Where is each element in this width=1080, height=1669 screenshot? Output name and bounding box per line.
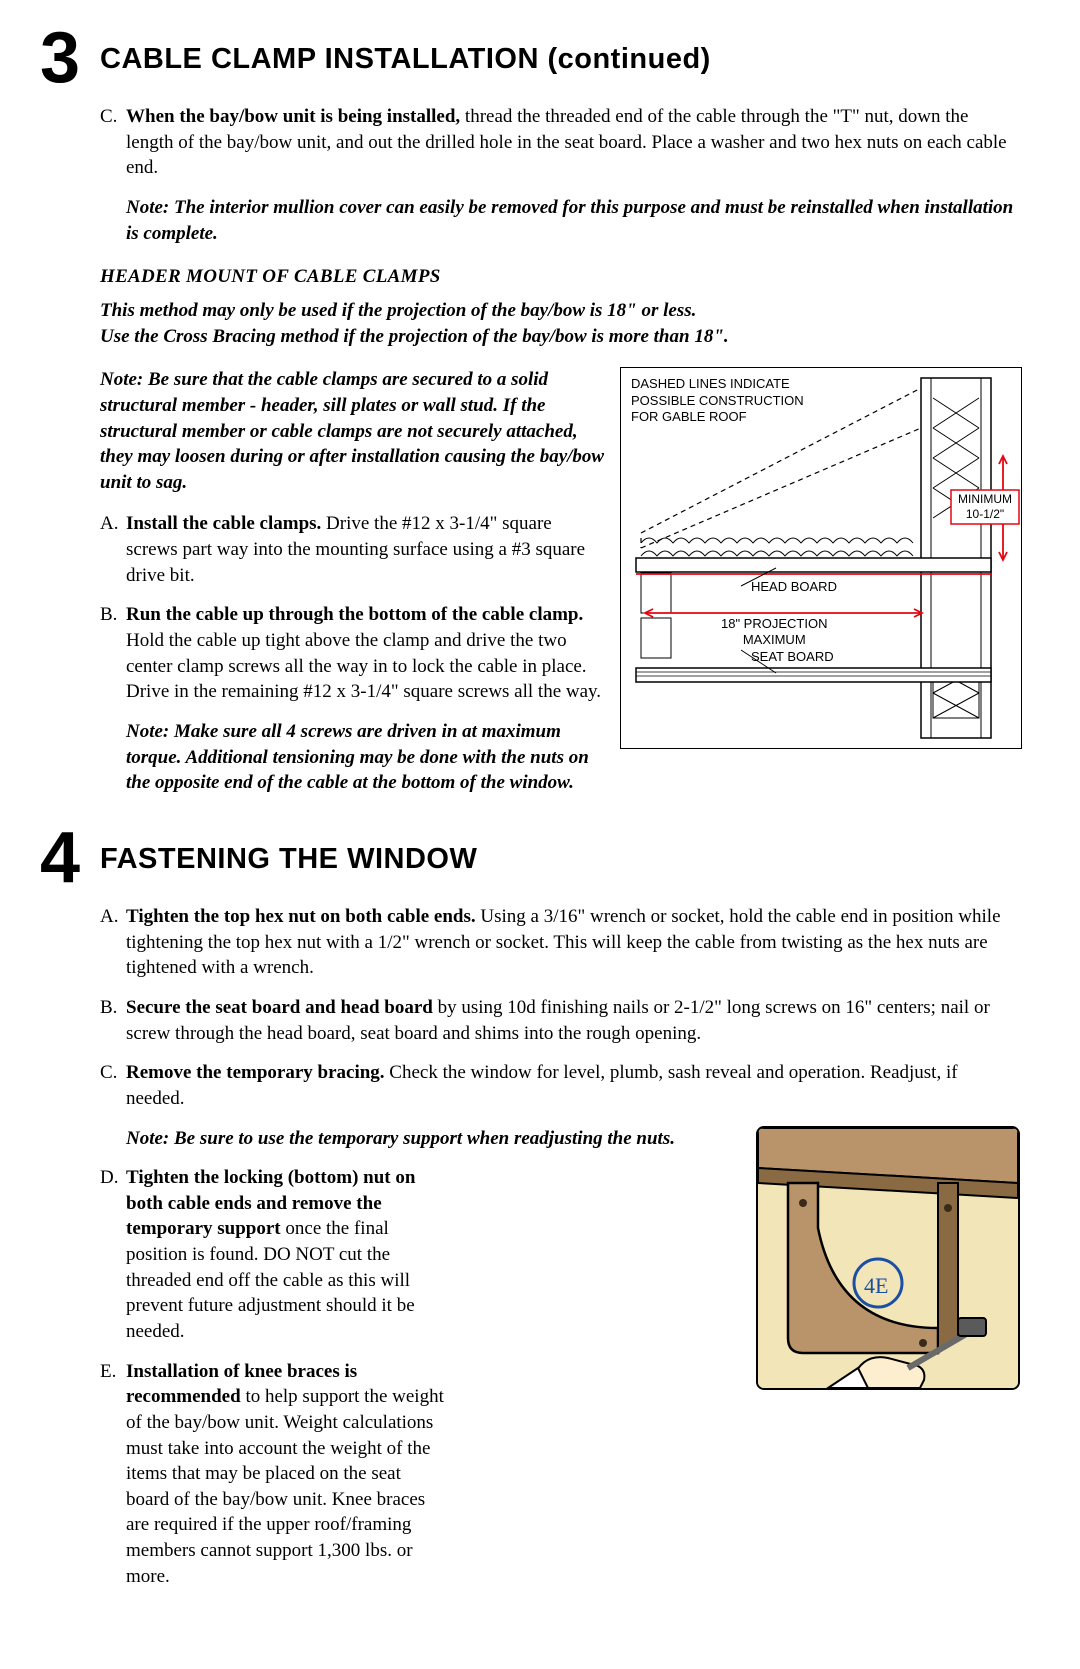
s4-item-b-body: Secure the seat board and head board by …	[126, 995, 1020, 1046]
s3-note-b: Note: Make sure all 4 screws are driven …	[126, 719, 606, 796]
s3-item-c: C. When the bay/bow unit is being instal…	[100, 104, 1020, 181]
s4-item-b: B. Secure the seat board and head board …	[100, 995, 1020, 1046]
s4-item-e: E. Installation of knee braces is recomm…	[100, 1359, 736, 1590]
s4-item-d-letter: D.	[100, 1165, 126, 1344]
diagram-seat-board: SEAT BOARD	[751, 648, 834, 666]
diagram-dashed-3: FOR GABLE ROOF	[631, 409, 804, 425]
s3-item-c-letter: C.	[100, 104, 126, 181]
diagram-dashed-1: DASHED LINES INDICATE	[631, 376, 804, 392]
figure-4e: 4E	[756, 1126, 1020, 1390]
section-number-4: 4	[40, 822, 80, 894]
section-3-title: CABLE CLAMP INSTALLATION (continued)	[100, 40, 1020, 79]
section-4: 4 FASTENING THE WINDOW A. Tighten the to…	[40, 840, 1020, 1590]
section-4-title: FASTENING THE WINDOW	[100, 840, 1020, 879]
s3-item-b: B. Run the cable up through the bottom o…	[100, 602, 606, 705]
left-column: Note: Be sure that the cable clamps are …	[100, 367, 606, 810]
diagram-proj-1: 18" PROJECTION	[721, 616, 827, 632]
method-note-line2: Use the Cross Bracing method if the proj…	[100, 324, 1020, 350]
method-note: This method may only be used if the proj…	[100, 298, 1020, 349]
s3-item-a-letter: A.	[100, 511, 126, 588]
figure-4e-label: 4E	[864, 1271, 888, 1301]
s4-item-a: A. Tighten the top hex nut on both cable…	[100, 904, 1020, 981]
diagram-proj-2: MAXIMUM	[721, 632, 827, 648]
diagram-min-label: MINIMUM 10-1/2"	[953, 492, 1017, 521]
diagram-head-board: HEAD BOARD	[751, 578, 837, 596]
diagram-dashed-label: DASHED LINES INDICATE POSSIBLE CONSTRUCT…	[631, 376, 804, 425]
s3-item-c-lead: When the bay/bow unit is being installed…	[126, 106, 460, 127]
s4-item-c: C. Remove the temporary bracing. Check t…	[100, 1060, 1020, 1111]
diagram-projection: 18" PROJECTION MAXIMUM	[721, 616, 827, 647]
section-number-3: 3	[40, 22, 80, 94]
s3-item-b-rest: Hold the cable up tight above the clamp …	[126, 630, 601, 702]
section-3-body: C. When the bay/bow unit is being instal…	[100, 104, 1020, 810]
s3-item-b-lead: Run the cable up through the bottom of t…	[126, 604, 583, 625]
s4-item-d-body: Tighten the locking (bottom) nut on both…	[126, 1165, 446, 1344]
s4-item-c-letter: C.	[100, 1060, 126, 1111]
s4-item-a-body: Tighten the top hex nut on both cable en…	[126, 904, 1020, 981]
s4-item-e-body: Installation of knee braces is recommend…	[126, 1359, 446, 1590]
s4-item-b-letter: B.	[100, 995, 126, 1046]
s3-item-c-body: When the bay/bow unit is being installed…	[126, 104, 1020, 181]
diagram-svg	[621, 368, 1021, 748]
s3-item-b-letter: B.	[100, 602, 126, 705]
s4-item-a-letter: A.	[100, 904, 126, 981]
s3-item-a-body: Install the cable clamps. Drive the #12 …	[126, 511, 606, 588]
diagram-min-1: MINIMUM	[953, 492, 1017, 506]
s4-item-c-body: Remove the temporary bracing. Check the …	[126, 1060, 1020, 1111]
header-mount-diagram: DASHED LINES INDICATE POSSIBLE CONSTRUCT…	[620, 367, 1022, 749]
diagram-min-2: 10-1/2"	[953, 507, 1017, 521]
method-note-line1: This method may only be used if the proj…	[100, 298, 1020, 324]
s4-item-e-rest: to help support the weight of the bay/bo…	[126, 1386, 444, 1586]
s3-item-a-lead: Install the cable clamps.	[126, 513, 321, 534]
two-column-area: Note: Be sure that the cable clamps are …	[100, 367, 1020, 810]
structural-note: Note: Be sure that the cable clamps are …	[100, 367, 606, 495]
section-4-body: A. Tighten the top hex nut on both cable…	[100, 904, 1020, 1589]
s3-item-a: A. Install the cable clamps. Drive the #…	[100, 511, 606, 588]
s4-item-a-lead: Tighten the top hex nut on both cable en…	[126, 906, 476, 927]
section-3: 3 CABLE CLAMP INSTALLATION (continued) C…	[40, 40, 1020, 810]
diagram-dashed-2: POSSIBLE CONSTRUCTION	[631, 393, 804, 409]
s3-item-b-body: Run the cable up through the bottom of t…	[126, 602, 606, 705]
s4-item-e-letter: E.	[100, 1359, 126, 1590]
s3-note-c: Note: The interior mullion cover can eas…	[126, 195, 1020, 246]
right-column: DASHED LINES INDICATE POSSIBLE CONSTRUCT…	[620, 367, 1020, 810]
s4-item-d: D. Tighten the locking (bottom) nut on b…	[100, 1165, 736, 1344]
header-mount-title: HEADER MOUNT OF CABLE CLAMPS	[100, 264, 1020, 290]
s4-item-b-lead: Secure the seat board and head board	[126, 997, 433, 1018]
s4-item-c-lead: Remove the temporary bracing.	[126, 1062, 385, 1083]
figure-4e-svg	[758, 1128, 1018, 1388]
